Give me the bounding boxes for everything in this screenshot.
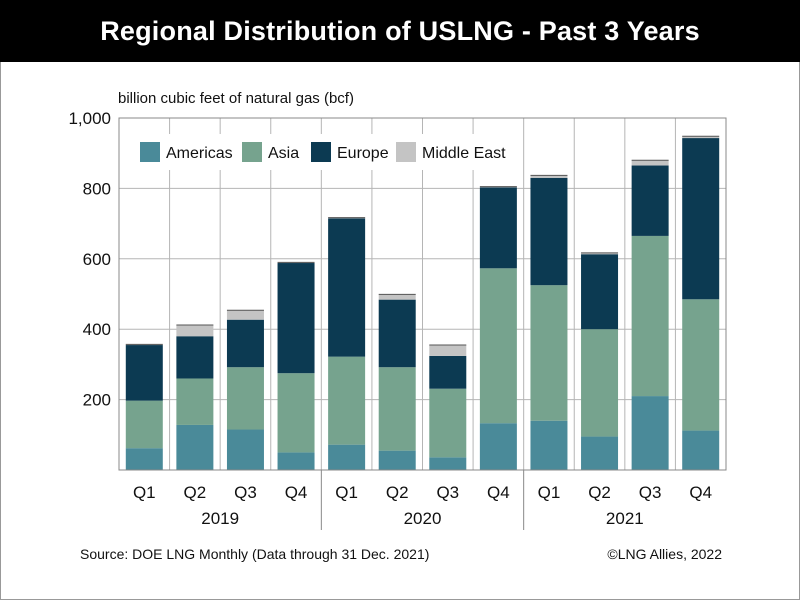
y-tick-label: 800 [83,179,111,198]
source-note: Source: DOE LNG Monthly (Data through 31… [80,546,430,562]
bar-middle-east-10 [631,160,669,166]
bar-asia-6 [429,388,467,458]
bar-europe-2 [226,319,264,368]
chart-title: Regional Distribution of USLNG - Past 3 … [0,0,800,62]
bar-americas-4 [328,444,366,470]
legend-label: Europe [337,145,389,162]
bar-americas-1 [176,424,214,470]
y-axis-unit-label: billion cubic feet of natural gas (bcf) [118,90,354,107]
bar-asia-7 [479,268,517,424]
bar-middle-east-8 [530,175,568,178]
x-tick-label: Q2 [386,483,409,502]
x-tick-label: Q4 [285,483,308,502]
copyright-note: ©LNG Allies, 2022 [607,546,722,562]
x-tick-label: Q1 [133,483,156,502]
x-tick-label: Q3 [639,483,662,502]
bar-asia-0 [125,400,163,449]
bar-asia-8 [530,285,568,421]
bar-americas-3 [277,452,315,470]
x-tick-label: Q1 [335,483,358,502]
bar-americas-0 [125,448,163,470]
bar-europe-8 [530,177,568,286]
bars [125,135,720,470]
bar-europe-9 [581,254,619,330]
x-group-label: 2020 [404,509,442,528]
x-tick-label: Q3 [234,483,257,502]
legend-label: Asia [268,145,299,162]
x-tick-label: Q2 [184,483,207,502]
bar-americas-9 [581,436,619,470]
axes: 200 400 600 800 1,000 Q1 Q2 Q3 Q4 Q1 Q2 Q3 Q4 Q1 Q2 Q3 Q… [68,109,727,530]
bar-americas-2 [226,429,264,470]
plot-border [118,117,727,471]
legend-label: Americas [166,145,233,162]
bar-asia-10 [631,235,669,397]
bar-middle-east-1 [176,324,214,337]
y-tick-label: 400 [83,320,111,339]
legend-swatch-americas [140,142,160,162]
legend-swatch-asia [242,142,262,162]
legend-swatch-europe [311,142,331,162]
x-tick-label: Q4 [689,483,712,502]
x-tick-label: Q1 [538,483,561,502]
bar-americas-10 [631,396,669,470]
x-group-label: 2019 [201,509,239,528]
bar-asia-3 [277,373,315,453]
y-tick-label: 600 [83,250,111,269]
bar-europe-10 [631,165,669,236]
bar-asia-1 [176,378,214,425]
bar-asia-4 [328,356,366,445]
bar-europe-7 [479,187,517,269]
bar-middle-east-11 [682,136,720,139]
bar-americas-8 [530,420,568,470]
bar-europe-5 [378,299,416,368]
bar-americas-6 [429,457,467,470]
x-tick-label: Q3 [436,483,459,502]
bar-middle-east-2 [226,310,264,320]
bar-middle-east-6 [429,345,467,356]
bar-europe-6 [429,355,467,389]
bar-americas-5 [378,450,416,470]
x-tick-label: Q2 [588,483,611,502]
y-tick-label: 200 [83,391,111,410]
legend-label: Middle East [422,145,506,162]
x-tick-label: Q4 [487,483,510,502]
x-group-label: 2021 [606,509,644,528]
bar-asia-9 [581,329,619,437]
bar-europe-1 [176,336,214,379]
legend: Americas Asia Europe Middle East [133,134,513,170]
bar-europe-4 [328,218,366,357]
bar-europe-0 [125,345,163,401]
bar-asia-2 [226,367,264,430]
bar-americas-11 [682,430,720,470]
bar-americas-7 [479,423,517,470]
bar-asia-11 [682,299,720,431]
bar-asia-5 [378,367,416,451]
bar-europe-3 [277,263,315,374]
legend-swatch-middle-east [396,142,416,162]
bar-middle-east-9 [581,252,619,255]
bar-middle-east-5 [378,294,416,300]
y-tick-label: 1,000 [68,109,111,128]
bar-europe-11 [682,138,720,300]
